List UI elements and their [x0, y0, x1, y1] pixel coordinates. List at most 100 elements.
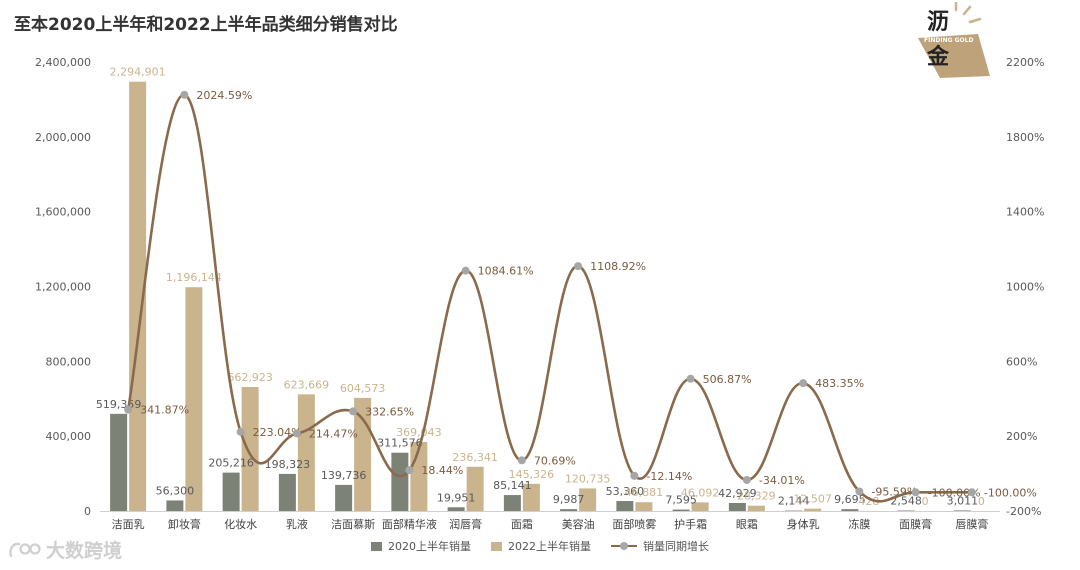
bar-2020	[335, 484, 353, 511]
bar-2022-value-label: 428	[858, 495, 879, 508]
bar-2022	[635, 502, 653, 511]
left-axis-tick-label: 1,600,000	[35, 206, 91, 219]
legend-swatch-2022	[491, 541, 502, 551]
chart-title: 至本2020上半年和2022上半年品类细分销售对比	[14, 15, 398, 35]
growth-value-label: -34.01%	[759, 474, 805, 487]
growth-marker	[236, 427, 245, 436]
logo: FINDING GOLD 沥 金	[918, 2, 990, 78]
bar-2020-value-label: 56,300	[156, 484, 195, 497]
bar-2020	[278, 473, 296, 511]
bar-2020	[110, 413, 128, 511]
bar-2022-value-label: 2,294,901	[110, 66, 166, 79]
bar-2020	[672, 509, 690, 511]
bar-2020	[447, 507, 465, 511]
left-axis-tick-label: 2,400,000	[35, 56, 91, 69]
growth-marker	[292, 429, 301, 438]
bar-labels-group: 519,359 2,294,901 56,300 1,196,144 205,216 66…	[96, 66, 985, 508]
bar-2022	[804, 508, 822, 511]
bar-2020	[560, 509, 578, 511]
legend-swatch-2020	[371, 541, 382, 551]
bar-2022	[297, 394, 315, 511]
x-axis-tick-label: 身体乳	[787, 517, 820, 531]
x-axis-tick-label: 面部喷雾	[612, 517, 656, 531]
bar-2020-value-label: 198,323	[265, 458, 311, 471]
growth-value-label: 1084.61%	[478, 265, 534, 278]
growth-marker	[180, 90, 189, 99]
growth-value-label: 506.87%	[703, 373, 752, 386]
growth-value-label: 483.35%	[815, 377, 864, 390]
bar-2020-value-label: 53,360	[606, 485, 645, 498]
legend-item-2020: 2020上半年销量	[371, 538, 471, 554]
growth-value-label: 70.69%	[534, 454, 576, 467]
x-axis-tick-label: 乳液	[286, 517, 308, 531]
growth-value-label: 223.04%	[253, 426, 302, 439]
right-axis-tick-label: -200%	[1006, 505, 1041, 518]
bar-2022-value-label: 1,196,144	[166, 271, 222, 284]
bar-2020-value-label: 7,595	[665, 494, 697, 507]
bar-2022-value-label: 0	[978, 495, 985, 508]
bar-2020-value-label: 85,141	[493, 479, 532, 492]
logo-char-top: 沥	[927, 10, 949, 35]
bar-2022-value-label: 662,923	[227, 371, 273, 384]
bar-2022	[747, 505, 765, 511]
bar-2022-value-label: 12,507	[793, 493, 832, 506]
bar-2022-value-label: 236,341	[452, 451, 498, 464]
growth-marker	[742, 475, 751, 484]
x-axis-tick-label: 卸妆膏	[168, 517, 201, 531]
growth-marker	[799, 379, 808, 388]
right-axis-tick-label: 200%	[1006, 430, 1037, 443]
x-axis-tick-label: 护手霜	[674, 517, 707, 531]
x-axis-tick-label: 洁面乳	[112, 518, 145, 531]
x-axis-tick-label: 洁面慕斯	[331, 517, 375, 531]
growth-value-label: 1108.92%	[590, 260, 646, 273]
legend-label-growth: 销量同期增长	[643, 540, 709, 553]
growth-value-label: 332.65%	[365, 405, 414, 418]
growth-marker	[349, 407, 358, 416]
right-axis-tick-label: 1000%	[1006, 281, 1044, 294]
bar-2020	[166, 500, 184, 511]
growth-value-label: 18.44%	[421, 464, 463, 477]
growth-marker	[405, 466, 414, 475]
bar-2022-value-label: 120,735	[565, 472, 611, 485]
growth-value-label: 341.87%	[140, 404, 189, 417]
bar-2020	[953, 510, 971, 511]
x-axis-tick-label: 面霜	[511, 518, 533, 531]
bar-2020-value-label: 9,987	[553, 493, 585, 506]
bar-2022-value-label: 604,573	[340, 382, 386, 395]
growth-value-label: 214.47%	[309, 427, 358, 440]
bar-2022	[522, 483, 540, 511]
growth-marker	[124, 405, 133, 414]
legend-item-2022: 2022上半年销量	[491, 538, 591, 554]
bar-2020-value-label: 519,359	[96, 398, 142, 411]
growth-marker	[911, 488, 920, 497]
x-axis-tick-label: 美容油	[562, 517, 595, 531]
growth-value-label: -100.00%	[928, 486, 981, 499]
bar-2020	[391, 452, 409, 511]
legend-item-growth: 销量同期增长	[611, 538, 709, 554]
logo-char-bottom: 金	[926, 44, 950, 70]
bar-2022-value-label: 0	[922, 495, 929, 508]
x-axis-tick-label: 唇膜膏	[955, 517, 988, 531]
bar-2020	[728, 502, 746, 511]
bar-2022-value-label: 46,092	[681, 486, 720, 499]
left-axis-tick-label: 0	[84, 505, 91, 518]
right-axis-tick-label: 2200%	[1006, 56, 1044, 69]
bar-2022-value-label: 623,669	[284, 378, 330, 391]
bar-2020-value-label: 9,695	[834, 493, 866, 506]
bar-2022-value-label: 46,881	[625, 486, 664, 499]
bar-2020-value-label: 139,736	[321, 469, 367, 482]
x-axis-tick-label: 冻膜	[848, 517, 870, 531]
growth-marker	[461, 266, 470, 275]
left-axis-tick-label: 1,200,000	[35, 281, 91, 294]
logo-gold-bar-icon	[918, 34, 990, 78]
bar-2022-value-label: 28,329	[737, 490, 776, 503]
watermark-text: 大数跨境	[46, 540, 123, 562]
bar-2020-value-label: 205,216	[208, 457, 254, 470]
growth-value-label: -12.14%	[646, 470, 692, 483]
legend-label-2022: 2022上半年销量	[508, 540, 591, 553]
x-axis-tick-label: 润唇膏	[449, 517, 482, 531]
logo-rays-icon	[954, 2, 982, 24]
bar-2020-value-label: 2,548	[890, 495, 922, 508]
bar-2020-value-label: 3,011	[947, 494, 979, 507]
